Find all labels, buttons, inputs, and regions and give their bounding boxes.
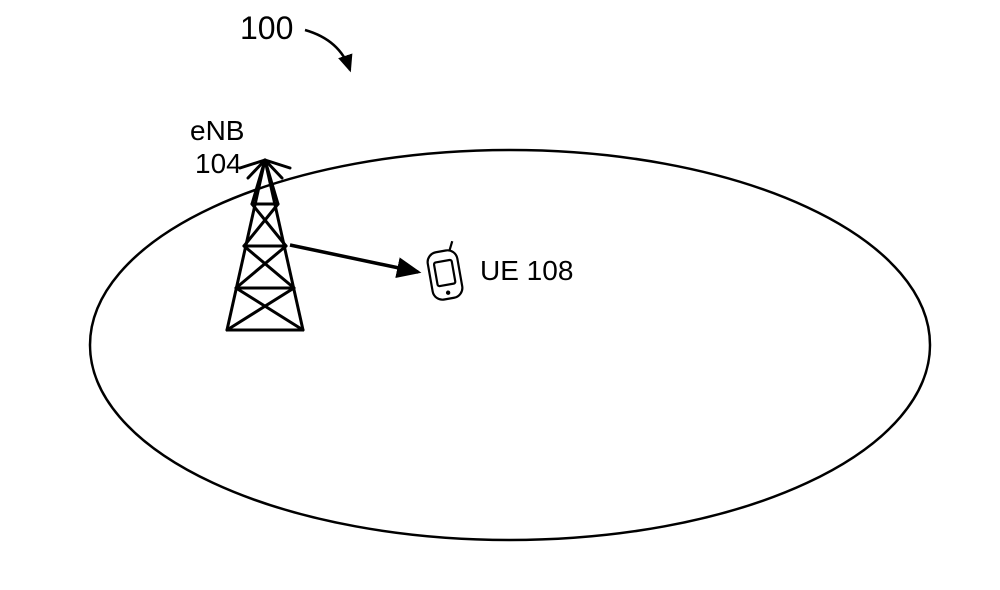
cell-ellipse [90,150,930,540]
signal-arrow [290,245,418,272]
phone-icon [425,241,464,301]
figure-ref-arrow [305,30,350,70]
diagram-canvas: 100 eNB 104 UE 108 [0,0,1000,590]
diagram-svg [0,0,1000,590]
